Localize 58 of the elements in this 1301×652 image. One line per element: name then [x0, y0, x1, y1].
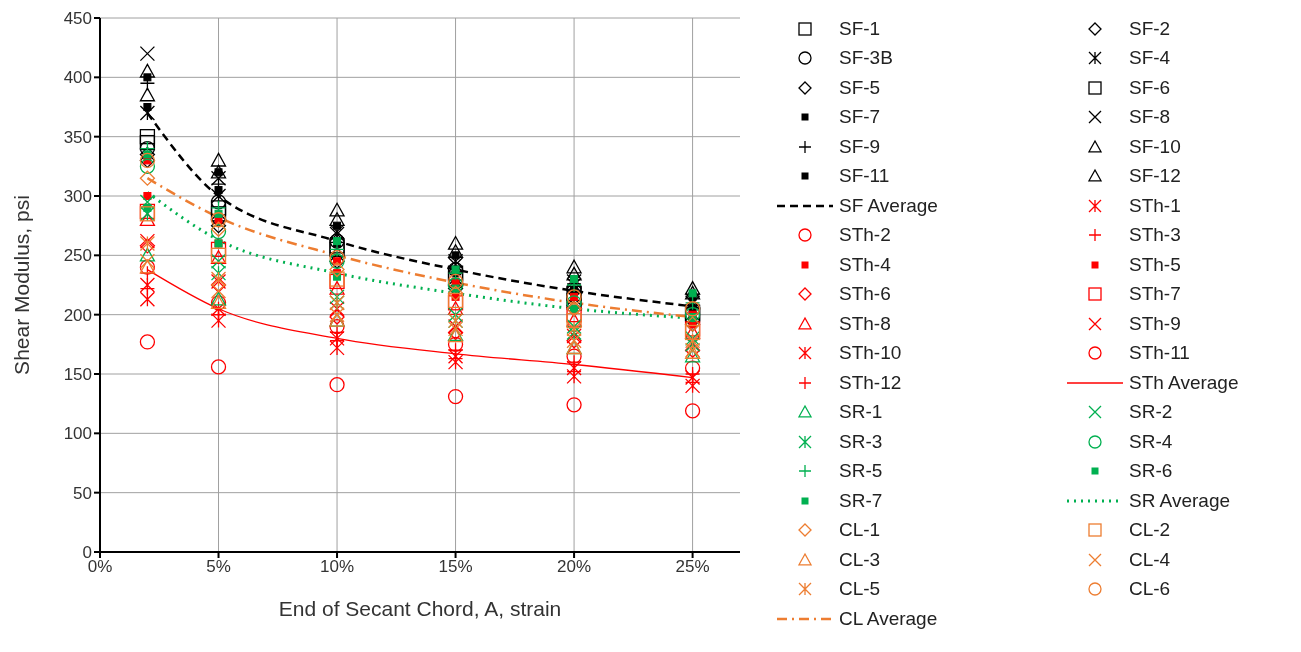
legend-label: STh Average	[1129, 371, 1239, 394]
legend-label: SR-7	[839, 489, 883, 512]
legend-label: SR-2	[1129, 401, 1173, 424]
x-tick-label: 15%	[438, 557, 473, 577]
legend-label: SR Average	[1129, 489, 1231, 512]
legend-label: SF-7	[839, 106, 881, 129]
legend-label: SF-10	[1129, 135, 1181, 158]
y-tick-label: 350	[63, 127, 92, 147]
legend-label: SF-2	[1129, 17, 1171, 40]
legend-label: STh-3	[1129, 224, 1181, 247]
x-tick-label: 20%	[557, 557, 592, 577]
x-tick-label: 5%	[206, 557, 231, 577]
legend-label: STh-6	[839, 283, 891, 306]
y-tick-label: 250	[63, 246, 92, 266]
legend-label: SR-1	[839, 401, 883, 424]
legend-label: SF-1	[839, 17, 881, 40]
legend-label: SF Average	[839, 194, 938, 217]
y-axis-title: Shear Modulus, psi	[10, 195, 34, 375]
legend-label: STh-10	[839, 342, 902, 365]
legend-label: SR-6	[1129, 460, 1173, 483]
y-tick-label: 300	[63, 187, 92, 207]
y-tick-label: 400	[63, 68, 92, 88]
legend-label: SR-4	[1129, 430, 1173, 453]
legend-label: SF-11	[839, 165, 890, 188]
legend-label: CL-5	[839, 578, 881, 601]
legend-label: SF-6	[1129, 76, 1171, 99]
x-tick-label: 25%	[675, 557, 710, 577]
x-tick-label: 0%	[87, 557, 113, 577]
y-tick-label: 150	[63, 365, 92, 385]
y-tick-label: 100	[63, 424, 92, 444]
legend-label: SF-3B	[839, 47, 893, 70]
x-tick-label: 10%	[320, 557, 355, 577]
legend-label: SF-4	[1129, 47, 1171, 70]
legend-label: SR-5	[839, 460, 883, 483]
legend-label: CL-6	[1129, 578, 1171, 601]
legend-label: CL Average	[839, 607, 938, 630]
legend-label: SF-9	[839, 135, 881, 158]
legend-label: SR-3	[839, 430, 883, 453]
legend-label: SF-12	[1129, 165, 1181, 188]
legend-label: STh-8	[839, 312, 891, 335]
y-tick-label: 200	[63, 305, 92, 325]
y-tick-label: 450	[63, 9, 92, 29]
legend-label: STh-7	[1129, 283, 1181, 306]
legend-label: SF-5	[839, 76, 881, 99]
legend-label: STh-11	[1129, 342, 1190, 365]
legend-label: STh-9	[1129, 312, 1181, 335]
legend-label: STh-12	[839, 371, 902, 394]
legend-label: STh-2	[839, 224, 891, 247]
legend-label: CL-3	[839, 548, 881, 571]
legend-label: STh-1	[1129, 194, 1181, 217]
legend-label: STh-5	[1129, 253, 1181, 276]
legend-label: SF-8	[1129, 106, 1171, 129]
y-tick-label: 50	[73, 483, 92, 503]
legend-label: CL-1	[839, 519, 881, 542]
legend-label: CL-2	[1129, 519, 1171, 542]
x-axis-title: End of Secant Chord, A, strain	[278, 597, 562, 620]
legend-label: STh-4	[839, 253, 891, 276]
legend-label: CL-4	[1129, 548, 1171, 571]
